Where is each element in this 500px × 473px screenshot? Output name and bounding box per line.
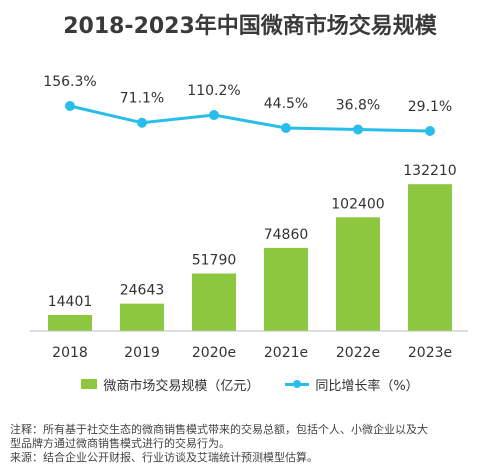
growth-value-label: 29.1% [408, 99, 452, 115]
x-tick-label: 2018 [52, 345, 88, 361]
x-tick-label: 2020e [192, 345, 236, 361]
x-tick-label: 2023e [408, 345, 452, 361]
legend-item-growth: 同比增长率（%） [285, 374, 419, 394]
chart-title: 2018-2023年中国微商市场交易规模 [63, 14, 437, 39]
legend-line-swatch [285, 379, 310, 389]
growth-point [425, 126, 435, 136]
legend-label-volume: 微商市场交易规模（亿元） [103, 378, 260, 394]
bar [264, 247, 308, 331]
growth-value-label: 110.2% [187, 83, 240, 99]
growth-point [353, 124, 363, 135]
bar-value-label: 14401 [48, 294, 93, 310]
growth-value-label: 36.8% [336, 97, 380, 113]
bar-value-label: 102400 [331, 196, 384, 212]
bar-series: 14401 24643 51790 74860 102400 132210 [48, 163, 457, 331]
growth-line [69, 104, 431, 133]
x-tick-label: 2022e [336, 345, 380, 361]
note-line-2: 型品牌方通过微商销售模式进行的交易行为。 [10, 437, 230, 450]
growth-value-label: 71.1% [120, 91, 164, 107]
legend-item-volume: 微商市场交易规模（亿元） [81, 374, 259, 394]
growth-point [281, 122, 291, 133]
bar-value-label: 24643 [120, 283, 165, 299]
bar [192, 273, 236, 331]
growth-rate-series: 156.3% 71.1% 110.2% 44.5% 36.8% 29.1% [43, 74, 452, 136]
growth-point [65, 101, 75, 111]
source-line: 来源：结合企业公开财报、行业访谈及艾瑞统计预测模型估算。 [10, 451, 318, 464]
x-tick-label: 2019 [124, 345, 160, 361]
x-tick-labels: 2018 2019 2020e 2021e 2022e 2023e [52, 345, 452, 361]
growth-point [209, 110, 219, 121]
bar-value-label: 74860 [264, 227, 309, 243]
legend: 微商市场交易规模（亿元） 同比增长率（%） [0, 374, 500, 394]
bar-value-label: 132210 [403, 163, 456, 179]
bar-value-label: 51790 [192, 252, 237, 268]
growth-value-label: 44.5% [264, 96, 308, 112]
legend-bar-swatch [81, 379, 98, 389]
growth-value-label: 156.3% [43, 74, 96, 90]
bar [120, 303, 164, 331]
bar [408, 184, 452, 331]
note-line-1: 注释：所有基于社交生态的微商销售模式带来的交易总额，包括个人、小微企业以及大 [10, 423, 428, 436]
x-tick-label: 2021e [264, 345, 308, 361]
legend-label-growth: 同比增长率（%） [315, 378, 419, 394]
growth-point [137, 117, 147, 128]
footnotes: 注释：所有基于社交生态的微商销售模式带来的交易总额，包括个人、小微企业以及大 型… [10, 423, 494, 465]
bar [48, 315, 92, 331]
bar [336, 217, 380, 331]
